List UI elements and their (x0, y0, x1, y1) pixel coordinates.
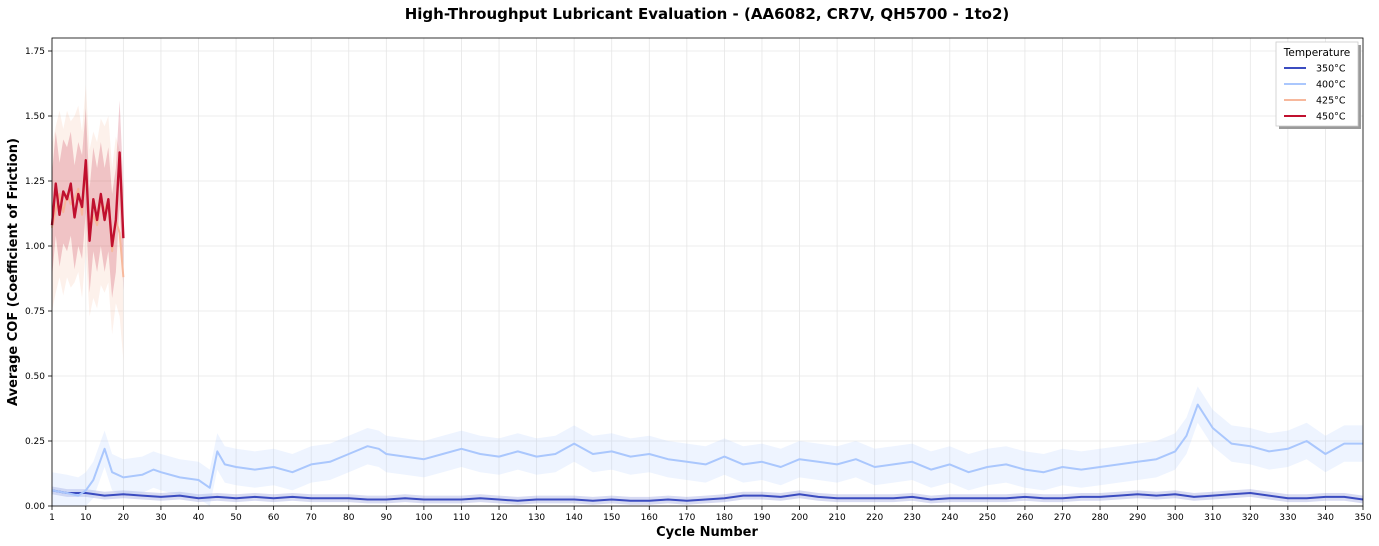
x-tick-label: 150 (603, 513, 620, 523)
series-lines (50, 151, 1364, 502)
x-axis-label: Cycle Number (656, 525, 758, 540)
y-tick-label: 0.25 (25, 437, 45, 447)
x-tick-label: 280 (1091, 513, 1108, 523)
x-tick-label: 1 (49, 513, 55, 523)
y-tick-label: 1.00 (25, 242, 45, 252)
series-line-0 (51, 489, 1364, 502)
series-line-1 (51, 403, 1363, 497)
chart-title: High-Throughput Lubricant Evaluation - (… (405, 5, 1010, 23)
x-axis-ticks: 1 10 20 30 40 50 60 70 80 90 100 110 120 130 140 150 160… (49, 506, 1372, 523)
y-tick-label: 1.25 (25, 177, 45, 187)
y-axis-ticks: 0.00 0.25 0.50 0.75 1.00 1.25 1.50 1.75 (25, 47, 52, 512)
y-tick-label: 0.75 (25, 307, 45, 317)
legend-entry: 400°C (1316, 80, 1346, 91)
x-tick-label: 90 (381, 513, 393, 523)
series-band-1 (52, 386, 1363, 506)
x-tick-label: 270 (1054, 513, 1071, 523)
x-tick-label: 70 (305, 513, 317, 523)
x-tick-label: 130 (528, 513, 545, 523)
x-tick-label: 120 (490, 513, 507, 523)
x-tick-label: 50 (230, 513, 242, 523)
x-tick-label: 180 (716, 513, 733, 523)
x-tick-label: 100 (415, 513, 432, 523)
x-tick-label: 200 (791, 513, 808, 523)
x-tick-label: 240 (941, 513, 958, 523)
x-tick-label: 190 (753, 513, 770, 523)
y-tick-label: 0.50 (25, 372, 45, 382)
legend-entry: 450°C (1316, 112, 1346, 123)
x-tick-label: 170 (678, 513, 695, 523)
x-tick-label: 80 (343, 513, 355, 523)
y-tick-label: 1.75 (25, 47, 45, 57)
x-tick-label: 10 (80, 513, 92, 523)
x-tick-label: 340 (1317, 513, 1334, 523)
x-tick-label: 20 (118, 513, 130, 523)
x-tick-label: 140 (566, 513, 583, 523)
x-tick-label: 320 (1242, 513, 1259, 523)
x-tick-label: 60 (268, 513, 280, 523)
y-tick-label: 0.00 (25, 502, 45, 512)
x-tick-label: 230 (904, 513, 921, 523)
legend: Temperature 350°C 400°C 425°C 450°C (1275, 41, 1361, 129)
x-tick-label: 330 (1279, 513, 1296, 523)
x-tick-label: 300 (1167, 513, 1184, 523)
x-tick-label: 250 (979, 513, 996, 523)
series-bands (52, 84, 1363, 506)
x-tick-label: 210 (829, 513, 846, 523)
legend-entry: 350°C (1316, 64, 1346, 75)
x-tick-label: 160 (641, 513, 658, 523)
legend-title: Temperature (1283, 47, 1351, 59)
x-tick-label: 350 (1354, 513, 1371, 523)
legend-entry: 425°C (1316, 96, 1346, 107)
x-tick-label: 290 (1129, 513, 1146, 523)
x-tick-label: 220 (866, 513, 883, 523)
plot-frame (51, 37, 1364, 507)
x-tick-label: 30 (155, 513, 167, 523)
y-tick-label: 1.50 (25, 112, 45, 122)
x-tick-label: 110 (453, 513, 470, 523)
series-line-3 (50, 151, 125, 248)
y-axis-label: Average COF (Coefficient of Friction) (6, 138, 21, 406)
x-tick-label: 260 (1016, 513, 1033, 523)
grid-lines (51, 38, 1364, 507)
x-tick-label: 310 (1204, 513, 1221, 523)
x-tick-label: 40 (193, 513, 205, 523)
